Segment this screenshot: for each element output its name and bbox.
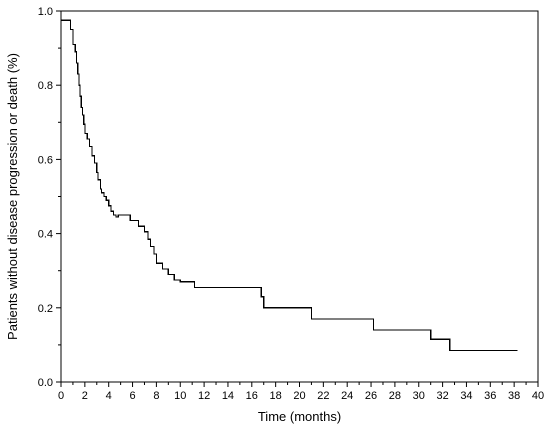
y-tick-label: 0.6 [38, 154, 53, 166]
y-tick-label: 0.4 [38, 229, 53, 241]
y-tick-label: 1.0 [38, 6, 53, 18]
x-tick-label: 0 [58, 390, 64, 402]
y-tick-label: 0.0 [38, 377, 53, 389]
x-tick-label: 34 [460, 390, 472, 402]
survival-step-line [61, 19, 518, 352]
x-tick-label: 12 [198, 390, 210, 402]
x-tick-label: 26 [365, 390, 377, 402]
x-tick-label: 24 [341, 390, 353, 402]
x-tick-label: 22 [317, 390, 329, 402]
y-tick-label: 0.2 [38, 303, 53, 315]
x-tick-label: 2 [82, 390, 88, 402]
x-axis-title: Time (months) [258, 409, 341, 424]
x-tick-label: 38 [508, 390, 520, 402]
x-tick-label: 40 [532, 390, 544, 402]
x-tick-label: 8 [153, 390, 159, 402]
x-tick-label: 32 [436, 390, 448, 402]
x-tick-label: 20 [293, 390, 305, 402]
axes-layer: 0 2 4 6 8 10 12 14 16 18 20 22 24 26 28 30 32 34 36 38 400.0… [38, 6, 544, 402]
y-axis-title: Patients without disease progression or … [5, 53, 20, 340]
x-tick-label: 28 [389, 390, 401, 402]
x-tick-label: 4 [106, 390, 112, 402]
plot-frame [60, 10, 539, 383]
x-tick-label: 30 [413, 390, 425, 402]
y-tick-label: 0.8 [38, 80, 53, 92]
x-tick-label: 18 [270, 390, 282, 402]
series-layer [61, 19, 518, 352]
x-tick-label: 16 [246, 390, 258, 402]
x-tick-label: 36 [484, 390, 496, 402]
x-tick-label: 10 [174, 390, 186, 402]
x-tick-label: 6 [129, 390, 135, 402]
x-tick-label: 14 [222, 390, 234, 402]
